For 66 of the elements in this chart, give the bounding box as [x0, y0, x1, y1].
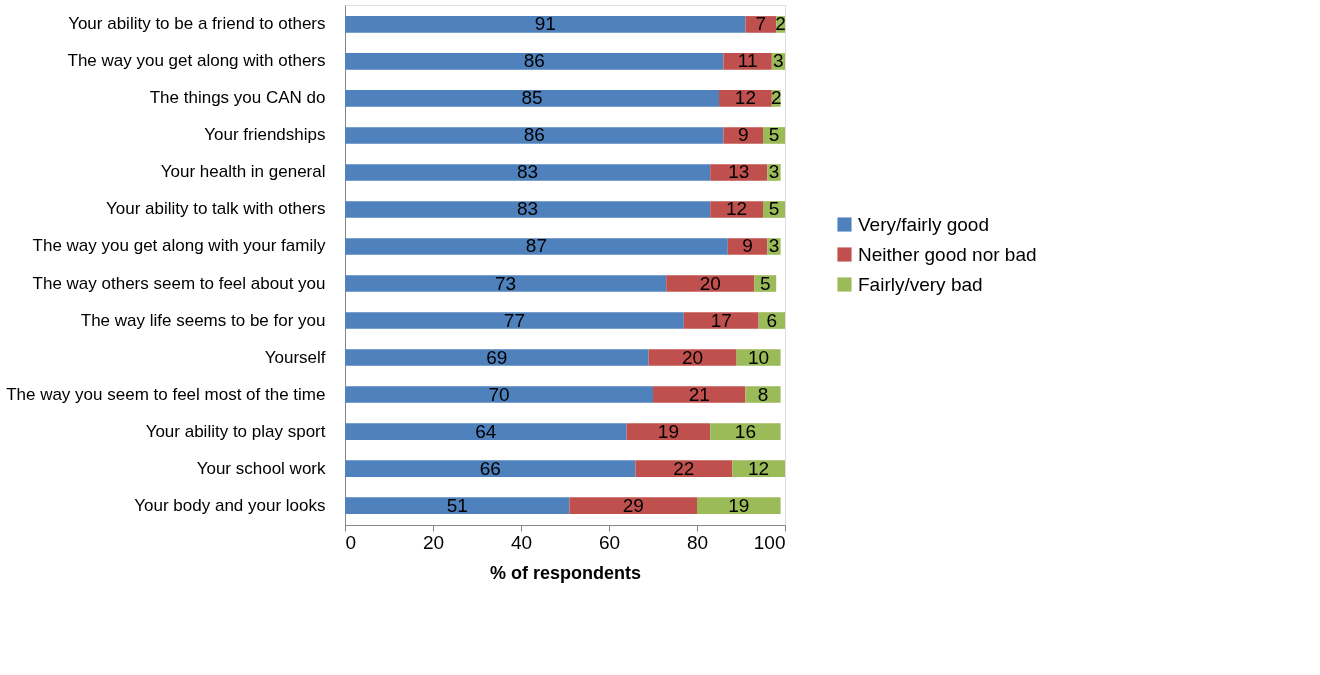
data-label: 12: [734, 87, 756, 109]
data-label: 9: [742, 235, 753, 257]
y-tick-label: Yourself: [264, 347, 326, 367]
data-label: 91: [534, 13, 556, 35]
x-tick-label: 0: [345, 531, 357, 553]
x-axis-title: % of respondents: [489, 562, 642, 583]
data-label: 19: [728, 494, 750, 516]
legend-label: Neither good nor bad: [858, 243, 1037, 265]
y-tick-label: The things you CAN do: [149, 88, 326, 108]
data-label: 69: [486, 346, 508, 368]
data-label: 3: [768, 161, 780, 183]
data-label: 3: [773, 50, 784, 72]
y-tick-label: Your health in general: [160, 162, 326, 182]
data-label: 86: [523, 50, 545, 72]
data-label: 13: [728, 161, 750, 183]
data-label: 83: [517, 198, 539, 220]
legend-label: Fairly/very bad: [858, 273, 983, 295]
data-label: 7: [755, 13, 767, 35]
data-label: 85: [521, 87, 543, 109]
data-label: 73: [495, 272, 517, 294]
data-label: 19: [657, 420, 679, 442]
data-label: 2: [770, 87, 782, 109]
y-tick-label: The way you get along with others: [67, 51, 326, 71]
data-label: 6: [766, 309, 778, 331]
data-label: 8: [757, 383, 769, 405]
data-label: 2: [775, 13, 786, 35]
data-label: 12: [748, 457, 770, 479]
y-tick-label: Your friendships: [204, 125, 326, 145]
y-tick-label: The way you get along with your family: [32, 236, 326, 256]
data-label: 11: [737, 50, 758, 72]
data-label: 22: [673, 457, 695, 479]
data-label: 70: [488, 383, 510, 405]
y-tick-label: Your body and your looks: [134, 495, 326, 515]
data-label: 29: [622, 494, 644, 516]
data-label: 5: [768, 124, 780, 146]
y-tick-label: Your ability to be a friend to others: [68, 14, 326, 34]
data-label: 9: [737, 124, 749, 146]
data-label: 5: [759, 272, 771, 294]
data-label: 10: [748, 346, 770, 368]
y-tick-label: Your school work: [196, 458, 326, 478]
data-label: 20: [699, 272, 721, 294]
y-tick-label: The way others seem to feel about you: [32, 273, 326, 293]
data-label: 83: [517, 161, 539, 183]
y-tick-label: The way life seems to be for you: [80, 310, 326, 330]
data-label: 5: [768, 198, 780, 220]
data-label: 66: [479, 457, 501, 479]
data-label: 3: [768, 235, 780, 257]
data-label: 87: [525, 235, 547, 257]
y-tick-label: The way you seem to feel most of the time: [6, 384, 326, 404]
data-label: 21: [688, 383, 710, 405]
data-label: 17: [710, 309, 732, 331]
data-label: 16: [734, 420, 756, 442]
data-label: 12: [726, 198, 748, 220]
data-label: 77: [503, 309, 525, 331]
data-label: 51: [446, 494, 468, 516]
data-label: 64: [475, 420, 497, 442]
x-tick-label: 100: [753, 531, 786, 553]
legend-label: Very/fairly good: [858, 213, 989, 235]
x-tick-label: 20: [422, 531, 445, 553]
data-label: 86: [523, 124, 545, 146]
data-label: 20: [682, 346, 704, 368]
y-tick-label: Your ability to talk with others: [105, 199, 326, 219]
x-tick-label: 80: [686, 531, 709, 553]
x-tick-label: 60: [598, 531, 621, 553]
x-tick-label: 40: [510, 531, 533, 553]
y-tick-label: Your ability to play sport: [145, 421, 326, 441]
